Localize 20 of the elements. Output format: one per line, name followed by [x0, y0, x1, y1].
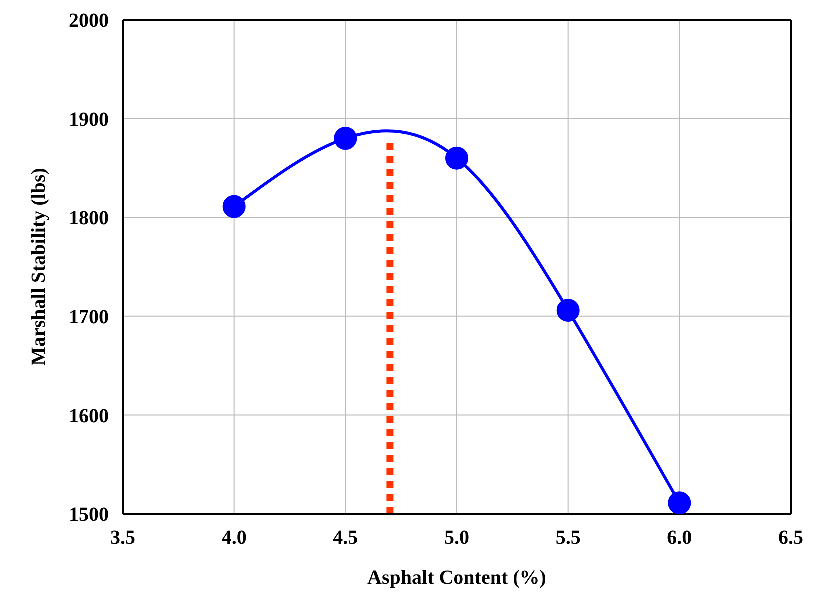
- x-tick-label: 6.0: [667, 527, 692, 550]
- x-tick-label: 4.0: [222, 527, 247, 550]
- point: [446, 146, 468, 170]
- point: [556, 298, 580, 322]
- y-axis-title: Marshall Stability (lbs): [28, 168, 50, 366]
- y-tick-label: 1600: [69, 405, 109, 428]
- point: [668, 492, 692, 514]
- x-tick-label: 5.5: [556, 527, 581, 550]
- point: [222, 195, 246, 218]
- x-tick-label: 4.5: [333, 527, 358, 550]
- y-tick-label: 1500: [69, 504, 109, 526]
- x-tick-label: 3.5: [110, 527, 136, 550]
- point: [334, 127, 358, 150]
- y-tick-label: 2000: [69, 10, 109, 32]
- x-tick-label: 5.0: [444, 527, 470, 550]
- x-tick-label: 6.5: [778, 527, 804, 550]
- y-tick-label: 1700: [69, 306, 109, 328]
- y-tick-label: 1800: [69, 208, 109, 230]
- y-tick-label: 1900: [69, 108, 109, 131]
- x-axis-title: Asphalt Content (%): [368, 567, 546, 589]
